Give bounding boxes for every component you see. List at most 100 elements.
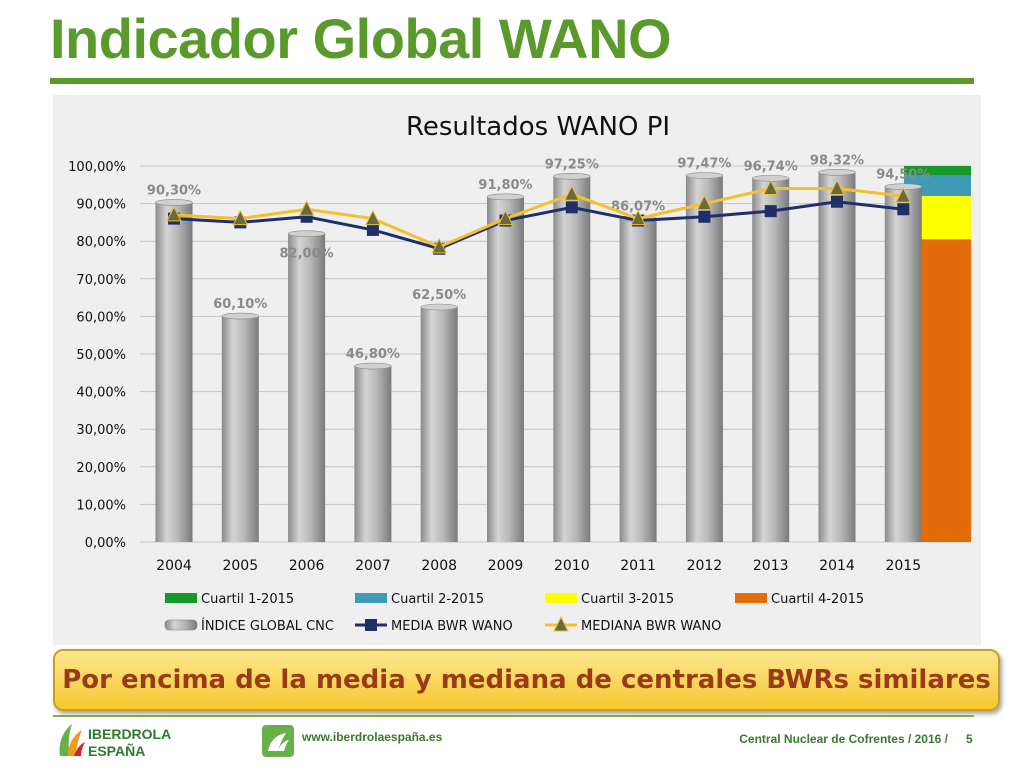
bar-cap [420, 303, 459, 311]
bar-value-label: 98,32% [810, 153, 864, 168]
legend-label: Cuartil 4-2015 [771, 592, 864, 607]
y-tick-label: 50,00% [76, 348, 126, 363]
bar [288, 233, 326, 542]
footer-url[interactable]: www.iberdrolaespaña.es [302, 730, 443, 744]
bar-value-label: 90,30% [147, 183, 201, 198]
bar [354, 366, 392, 542]
x-tick-label: 2015 [885, 558, 921, 574]
legend-swatch [735, 593, 767, 603]
mediana-point [895, 186, 912, 203]
bar-cap [287, 230, 326, 237]
mediana-point [696, 194, 713, 211]
bar-cap [354, 362, 392, 370]
bars [155, 169, 923, 543]
bar [619, 218, 657, 542]
bar-value-label: 46,80% [346, 347, 400, 362]
bar-cap [486, 193, 525, 201]
x-tick-label: 2009 [488, 558, 524, 574]
y-tick-label: 80,00% [76, 235, 126, 250]
bar-cap [818, 169, 856, 176]
mediana-point [232, 209, 249, 226]
x-axis: 2004 2005 2006 2007 2008 2009 2010 2011 2012 2013… [156, 558, 921, 574]
x-tick-label: 2004 [156, 558, 192, 574]
y-tick-label: 100,00% [68, 160, 126, 175]
bar [221, 316, 259, 542]
chart-title: Resultados WANO PI [406, 112, 670, 142]
bar-value-label: 96,74% [744, 159, 798, 174]
legend-label: ÍNDICE GLOBAL CNC [201, 618, 334, 634]
x-tick-label: 2008 [421, 558, 457, 574]
series-line [173, 187, 904, 249]
page-number: 5 [966, 732, 973, 746]
x-tick-label: 2011 [620, 558, 656, 574]
footer-location: Central Nuclear de Cofrentes / 2016 / [739, 732, 948, 746]
bar-value-label: 62,50% [412, 288, 466, 303]
x-tick-label: 2007 [355, 558, 391, 574]
data-labels: 90,30% 60,10% 82,00% 46,80% 62,50% 91,80% 97,2… [147, 153, 930, 362]
media-point [565, 201, 578, 214]
lines [166, 179, 912, 255]
mediana-point [365, 209, 381, 226]
bar-cap [155, 199, 193, 206]
mediana-point [166, 205, 182, 222]
legend-swatch [355, 593, 387, 603]
mediana-point [298, 200, 315, 216]
legend: Cuartil 1-2015 Cuartil 2-2015 Cuartil 3-20… [164, 592, 864, 634]
x-tick-label: 2012 [687, 558, 723, 574]
mediana-point [497, 209, 514, 226]
bar-value-label: 97,47% [677, 157, 731, 172]
legend-label: MEDIA BWR WANO [391, 619, 513, 634]
x-tick-label: 2010 [554, 558, 590, 574]
mediana-point [829, 179, 845, 196]
bar [685, 175, 723, 542]
mediana-point [431, 237, 448, 254]
bar [487, 196, 524, 542]
slide-title: Indicador Global WANO [50, 7, 672, 70]
bar [155, 202, 193, 543]
bar-value-label: 60,10% [213, 297, 267, 312]
mediana-point [630, 209, 646, 226]
x-tick-label: 2006 [289, 558, 325, 574]
bar-value-label: 91,80% [478, 178, 532, 193]
title-underline [50, 78, 974, 84]
legend-label: MEDIANA BWR WANO [581, 619, 721, 634]
y-tick-label: 0,00% [85, 536, 126, 551]
bar-value-label: 86,07% [611, 199, 665, 214]
bar-cap [221, 312, 260, 320]
mediana-point [762, 179, 779, 196]
bar-value-label: 97,25% [545, 157, 599, 172]
bar-value-label: 82,00% [280, 247, 334, 262]
iberdrola-leaf-icon [59, 724, 85, 756]
y-tick-label: 30,00% [76, 423, 126, 438]
legend-swatch [164, 619, 198, 631]
bar-cap [685, 172, 724, 179]
y-tick-label: 60,00% [76, 310, 126, 325]
y-tick-label: 40,00% [76, 386, 126, 401]
logo-text-line2: ESPAÑA [88, 743, 146, 759]
legend-label: Cuartil 2-2015 [391, 592, 484, 607]
y-tick-label: 90,00% [76, 198, 126, 213]
bar-cap [552, 173, 591, 180]
x-tick-label: 2014 [819, 558, 855, 574]
y-tick-label: 70,00% [76, 273, 126, 288]
bar [884, 186, 922, 542]
y-tick-label: 20,00% [76, 461, 126, 476]
logo-text-line1: IBERDROLA [88, 726, 172, 742]
legend-marker [365, 619, 377, 631]
bar [818, 172, 856, 542]
quartile-band [904, 166, 971, 176]
iberdrola-logo: IBERDROLA ESPAÑA [56, 718, 181, 762]
legend-swatch [545, 593, 577, 603]
bar-value-label: 94,50% [876, 168, 930, 183]
media-point [764, 205, 777, 218]
media-point [831, 195, 843, 208]
x-tick-label: 2005 [222, 558, 258, 574]
series-line [173, 200, 904, 251]
legend-label: Cuartil 1-2015 [201, 592, 294, 607]
media-point [897, 203, 910, 216]
media-point [698, 210, 711, 223]
footer-divider [53, 715, 974, 717]
bar [553, 176, 591, 542]
y-tick-label: 10,00% [76, 498, 126, 513]
legend-marker [553, 615, 569, 632]
